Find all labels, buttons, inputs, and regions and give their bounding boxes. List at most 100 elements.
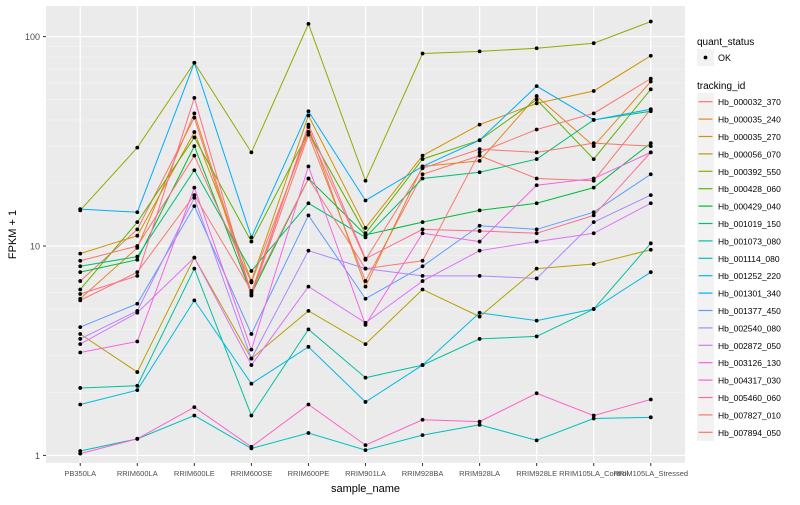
- data-point-Hb_007827_010: [591, 111, 596, 116]
- data-point-Hb_007827_010: [363, 266, 368, 271]
- data-point-Hb_001019_150: [192, 168, 197, 173]
- y-axis-title: FPKM + 1: [7, 210, 19, 259]
- data-point-Hb_001301_340: [135, 210, 140, 215]
- data-point-Hb_000428_060: [135, 220, 140, 225]
- data-point-Hb_001377_450: [306, 213, 311, 218]
- data-point-Hb_000428_060: [534, 97, 539, 102]
- legend-key-point: [703, 55, 708, 60]
- data-point-Hb_000032_370: [306, 132, 311, 137]
- data-point-Hb_000035_240: [648, 79, 653, 84]
- legend-entry-Hb_002872_050: Hb_002872_050: [718, 341, 781, 351]
- data-point-Hb_007827_010: [135, 270, 140, 275]
- data-point-Hb_000032_370: [534, 176, 539, 181]
- data-point-Hb_000056_070: [591, 262, 596, 266]
- data-point-Hb_000035_270: [306, 113, 311, 118]
- data-point-Hb_000032_370: [78, 279, 83, 283]
- data-point-Hb_001252_220: [477, 310, 482, 315]
- data-point-Hb_001073_080: [477, 337, 482, 341]
- data-point-Hb_002540_080: [591, 220, 596, 225]
- data-point-Hb_001377_450: [249, 332, 254, 336]
- legend-entry-Hb_007894_050: Hb_007894_050: [718, 428, 781, 438]
- data-point-Hb_002540_080: [192, 195, 197, 200]
- data-point-Hb_001073_080: [363, 375, 368, 380]
- data-point-Hb_004317_030: [591, 413, 596, 418]
- data-point-Hb_002872_050: [192, 255, 197, 260]
- data-point-Hb_001377_450: [591, 210, 596, 215]
- legend-entry-ok: OK: [718, 53, 731, 63]
- data-point-Hb_000035_270: [648, 53, 653, 58]
- data-point-Hb_007894_050: [135, 244, 140, 248]
- data-point-Hb_005460_060: [420, 227, 425, 232]
- data-point-Hb_001301_340: [648, 107, 653, 112]
- x-axis: PB350LA RRIM600LA RRIM600LE RRIM600SE RRIM60…: [64, 463, 688, 478]
- data-point-Hb_000429_040: [648, 141, 653, 146]
- legend-entry-Hb_000035_240: Hb_000035_240: [718, 115, 781, 125]
- data-point-Hb_000392_550: [363, 178, 368, 183]
- legend-entry-Hb_002540_080: Hb_002540_080: [718, 323, 781, 333]
- data-point-Hb_007894_050: [477, 147, 482, 152]
- legend-entry-Hb_000428_060: Hb_000428_060: [718, 184, 781, 194]
- legend-title-tracking-id: tracking_id: [697, 81, 745, 92]
- data-point-Hb_001019_150: [249, 269, 254, 273]
- x-axis-title: sample_name: [331, 483, 400, 495]
- data-point-Hb_001252_220: [135, 388, 140, 393]
- data-point-Hb_003126_130: [192, 185, 197, 190]
- data-point-Hb_001252_220: [78, 402, 83, 407]
- data-point-Hb_001073_080: [78, 386, 83, 390]
- data-point-Hb_003126_130: [249, 347, 254, 352]
- x-tick-label: RRIM928LA: [459, 469, 500, 478]
- x-tick-label: RRIM928BA: [402, 469, 444, 478]
- data-point-Hb_001301_340: [249, 235, 254, 240]
- x-tick-label: RRIM928LE: [516, 469, 557, 478]
- data-point-Hb_001301_340: [534, 84, 539, 89]
- data-point-Hb_001252_220: [192, 298, 197, 303]
- data-point-Hb_005460_060: [78, 292, 83, 296]
- data-point-Hb_002540_080: [249, 356, 254, 361]
- data-point-Hb_007827_010: [306, 176, 311, 181]
- data-point-Hb_001301_340: [363, 198, 368, 203]
- data-point-Hb_003126_130: [477, 239, 482, 244]
- data-point-Hb_002540_080: [420, 273, 425, 278]
- data-point-Hb_000056_070: [477, 314, 482, 319]
- data-point-Hb_007894_050: [648, 144, 653, 148]
- x-tick-label: RRIM600PE: [288, 469, 330, 478]
- data-point-Hb_000035_270: [477, 122, 482, 127]
- data-point-Hb_000032_370: [135, 227, 140, 232]
- data-point-Hb_007894_050: [363, 257, 368, 262]
- data-point-Hb_000392_550: [477, 49, 482, 54]
- data-point-Hb_000035_270: [135, 233, 140, 238]
- legend-entry-Hb_004317_030: Hb_004317_030: [718, 376, 781, 386]
- data-point-Hb_004317_030: [363, 443, 368, 448]
- data-point-Hb_000035_270: [534, 101, 539, 106]
- data-point-Hb_001114_080: [306, 431, 311, 435]
- data-point-Hb_001377_450: [192, 204, 197, 209]
- data-point-Hb_007827_010: [534, 127, 539, 132]
- data-point-Hb_002872_050: [477, 248, 482, 253]
- data-point-Hb_002540_080: [477, 273, 482, 278]
- data-point-Hb_001073_080: [249, 413, 254, 418]
- x-tick-label: PB350LA: [64, 469, 96, 478]
- data-point-Hb_003126_130: [363, 323, 368, 327]
- data-point-Hb_000392_550: [306, 21, 311, 26]
- data-point-Hb_002872_050: [306, 284, 311, 289]
- data-point-Hb_001301_340: [306, 109, 311, 114]
- data-point-Hb_000056_070: [363, 342, 368, 347]
- data-point-Hb_001114_080: [591, 416, 596, 421]
- data-point-Hb_000056_070: [534, 266, 539, 271]
- data-point-Hb_000392_550: [420, 51, 425, 56]
- data-point-Hb_001252_220: [648, 270, 653, 275]
- x-tick-label: RRIM105LA_Stressed: [613, 469, 688, 478]
- data-point-Hb_004317_030: [192, 405, 197, 410]
- data-point-Hb_007827_010: [78, 298, 83, 303]
- data-point-Hb_005460_060: [249, 293, 254, 298]
- legend-entry-Hb_007827_010: Hb_007827_010: [718, 410, 781, 420]
- data-point-Hb_005460_060: [192, 95, 197, 100]
- data-point-Hb_001252_220: [534, 318, 539, 323]
- data-point-Hb_001019_150: [135, 254, 140, 259]
- series-group: [78, 19, 653, 456]
- data-point-Hb_001377_450: [648, 172, 653, 177]
- data-point-Hb_000429_040: [135, 257, 140, 262]
- data-point-Hb_007894_050: [306, 130, 311, 134]
- data-point-Hb_004317_030: [648, 397, 653, 402]
